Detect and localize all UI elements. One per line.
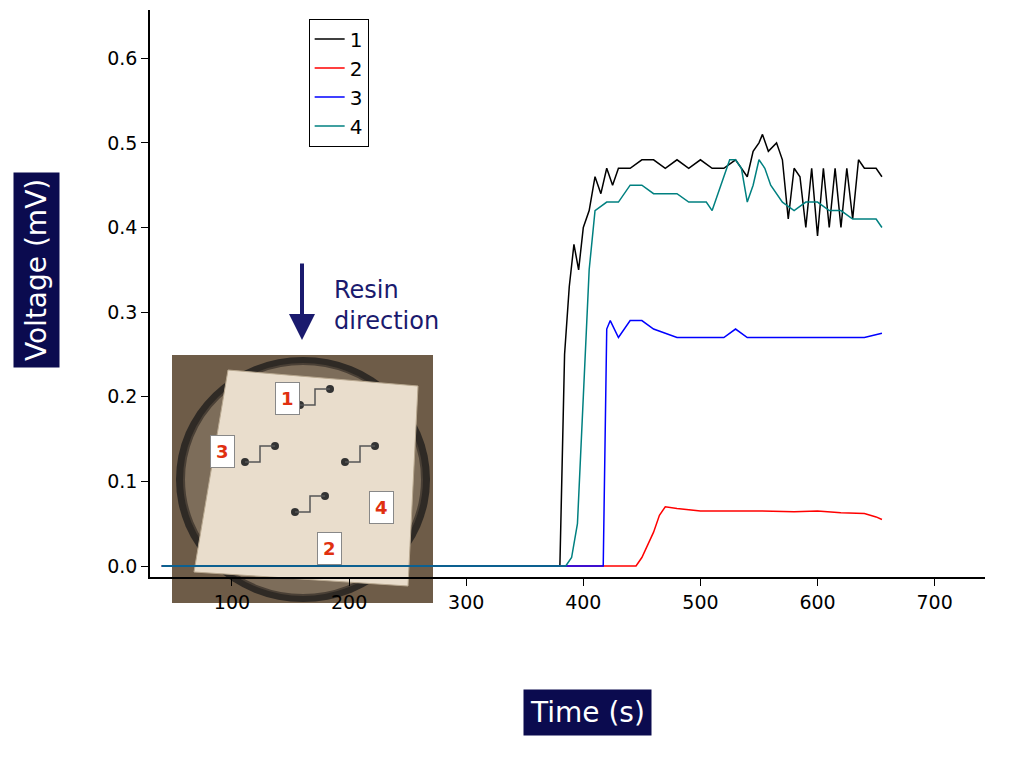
svg-text:0.1: 0.1 [107,470,137,492]
svg-text:1: 1 [350,28,363,52]
svg-text:100: 100 [214,591,250,613]
svg-text:600: 600 [799,591,835,613]
svg-text:300: 300 [448,591,484,613]
svg-text:3: 3 [350,86,363,110]
svg-text:0.5: 0.5 [107,132,137,154]
svg-text:4: 4 [350,115,363,139]
svg-text:3: 3 [216,441,229,462]
svg-text:4: 4 [375,497,388,518]
svg-text:400: 400 [565,591,601,613]
svg-text:2: 2 [323,538,336,559]
svg-text:0.6: 0.6 [107,47,137,69]
svg-text:200: 200 [331,591,367,613]
svg-text:500: 500 [682,591,718,613]
svg-text:1: 1 [281,388,294,409]
svg-text:Voltage (mV): Voltage (mV) [20,179,53,361]
svg-text:2: 2 [350,57,363,81]
svg-text:0.2: 0.2 [107,385,137,407]
svg-text:700: 700 [917,591,953,613]
svg-text:Time (s): Time (s) [530,696,645,729]
svg-text:0.0: 0.0 [107,555,137,577]
svg-text:0.4: 0.4 [107,216,137,238]
svg-text:0.3: 0.3 [107,301,137,323]
svg-text:Resindirection: Resindirection [334,276,439,335]
